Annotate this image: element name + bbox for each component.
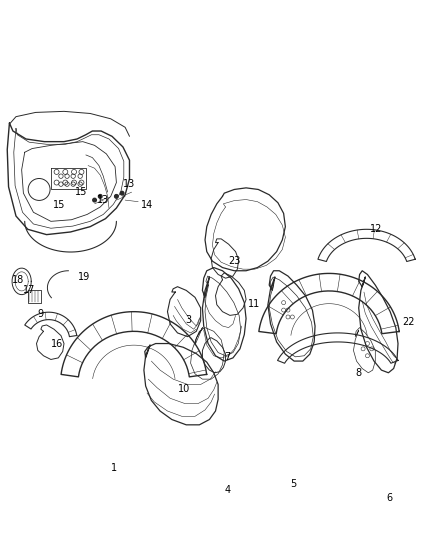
Text: 7: 7 (225, 352, 231, 362)
Text: 12: 12 (370, 224, 382, 235)
Circle shape (120, 191, 124, 195)
Text: 9: 9 (37, 309, 43, 319)
Text: 18: 18 (12, 275, 24, 285)
Text: 6: 6 (386, 492, 392, 503)
Text: 16: 16 (51, 338, 64, 349)
Text: 8: 8 (356, 368, 362, 378)
Text: 3: 3 (185, 314, 191, 325)
Text: 23: 23 (228, 256, 240, 266)
Text: 15: 15 (75, 187, 88, 197)
Text: 5: 5 (290, 479, 297, 489)
Text: 14: 14 (141, 200, 153, 211)
Text: 17: 17 (23, 285, 35, 295)
Text: 13: 13 (124, 179, 136, 189)
Circle shape (115, 195, 118, 198)
Text: 19: 19 (78, 272, 90, 282)
Text: 1: 1 (111, 463, 117, 473)
Text: 11: 11 (248, 298, 260, 309)
Text: 13: 13 (97, 195, 110, 205)
Text: 15: 15 (53, 200, 66, 211)
Text: 10: 10 (178, 384, 190, 394)
Circle shape (93, 198, 96, 202)
Text: 4: 4 (225, 484, 231, 495)
Text: 22: 22 (403, 317, 415, 327)
Circle shape (99, 195, 102, 198)
